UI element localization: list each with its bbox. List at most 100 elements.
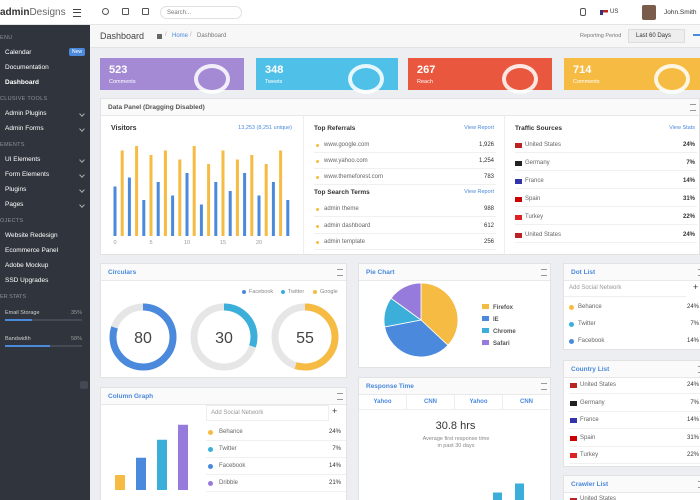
list-label: United States [525,232,562,238]
list-label: www.yahoo.com [324,158,368,164]
flag [515,179,522,184]
sidebar-item[interactable]: Calendar [5,49,32,56]
menu-toggle[interactable] [73,9,81,17]
sidebar-item[interactable]: SSD Upgrades [5,277,49,284]
sidebar-item[interactable]: Dashboard [5,79,39,86]
logo: adminDesigns [0,7,66,18]
tab[interactable]: CNN [503,395,550,410]
list-label: Germany [580,399,605,406]
collapse-button[interactable] [80,381,88,389]
list-value: 24% [682,142,695,148]
list-label: France [580,417,599,423]
tile-icon [502,64,538,94]
panel-menu[interactable] [698,269,700,276]
flag [570,400,577,406]
sidebar-item[interactable]: Admin Forms [5,125,44,132]
list-label: Twitter [578,321,596,327]
response-value: 30.8 hrs [435,420,476,432]
flag [515,197,522,202]
legend-dot [242,290,246,294]
menu-toggle-line [73,12,81,13]
tab[interactable]: CNN [407,395,455,410]
bullet [316,241,319,244]
tab[interactable]: Yahoo [455,395,503,410]
tab[interactable]: Yahoo [359,395,407,410]
breadcrumb-item[interactable]: Home [172,33,189,39]
list-action[interactable]: View Report [464,189,494,195]
sidebar-item[interactable]: Ecommerce Panel [5,247,59,254]
list-value: 14% [328,463,341,469]
input[interactable]: Add Social Network [564,281,686,297]
period-label: Reporting Period [580,33,622,39]
list-action[interactable]: View Stats [669,125,695,131]
sidebar-item[interactable]: Website Redesign [5,232,58,239]
badge: New [69,48,85,56]
visitors-summary: 13,253 (8,251 unique) [238,125,292,131]
sidebar-item[interactable]: Documentation [5,64,49,71]
list-value: 7% [332,446,341,452]
tile-value: 523 [109,64,128,76]
row-divider [569,463,700,464]
toolbar-icon[interactable] [122,8,129,15]
panel-menu[interactable] [541,269,547,276]
tile-value: 714 [573,64,592,76]
panel-menu[interactable] [337,269,343,276]
list-label: Behance [578,304,602,310]
add-button[interactable]: + [332,406,338,416]
panel-menu[interactable] [698,481,700,488]
export-icon[interactable] [693,34,700,39]
flag [515,215,522,220]
toolbar-icon[interactable] [102,8,109,15]
dot [208,430,213,435]
sidebar-item[interactable]: Admin Plugins [5,110,47,117]
list-value: 22% [686,452,699,458]
period-select[interactable]: Last 60 Days [628,29,685,43]
sidebar-section-title: ENU [0,35,13,41]
sidebar-section-title: CLUSIVE TOOLS [0,96,48,102]
bullet [316,208,319,211]
sidebar-item[interactable]: Form Elements [5,171,50,178]
stat-tile: 267 Reach [408,58,552,94]
row-divider [569,393,700,394]
list-label: Turkey [580,452,599,458]
panel-menu[interactable] [690,104,696,111]
row-divider [314,184,496,185]
breadcrumb-item: Dashboard [197,33,227,39]
legend-label: Facebook [249,289,274,295]
sidebar-item[interactable]: UI Elements [5,156,41,163]
tile-icon [654,64,690,94]
stat-tile: 714 Comments [564,58,700,94]
language[interactable]: US [610,9,619,15]
home-icon [157,34,162,39]
sidebar-item[interactable]: Adobe Mockup [5,262,49,269]
column-divider [504,115,505,254]
bullet [316,160,319,163]
panel-menu[interactable] [337,393,343,400]
panel-header: Column Graph [101,388,346,405]
list-label: www.google.com [324,142,370,148]
add-button[interactable]: + [693,282,699,292]
row-divider [569,428,700,429]
panel-title: Data Panel (Dragging Disabled) [108,104,205,111]
visitors-title: Visitors [111,125,137,132]
sidebar-item[interactable]: Plugins [5,186,27,193]
panel-title: Crawler List [571,481,609,488]
tab-label: CNN [520,398,533,405]
list-label: Dribble [219,480,239,486]
panel-menu[interactable] [541,383,547,390]
list-value: 24% [686,382,699,388]
legend-dot [313,290,317,294]
sidebar-item[interactable]: Pages [5,201,24,208]
panel-header: Dot List [564,264,700,281]
input[interactable]: Add Social Network [206,405,329,421]
user-name[interactable]: John.Smith [664,9,697,16]
panel-menu[interactable] [698,366,700,373]
list-label: Facebook [578,338,605,344]
list-label: Twitter [219,446,237,452]
notification-icon[interactable] [580,8,586,16]
progress-fill [5,319,32,321]
toolbar-icon[interactable] [142,8,149,15]
search-box[interactable]: Search... [160,6,242,19]
list-action[interactable]: View Report [464,125,494,131]
progress-track [5,345,82,347]
